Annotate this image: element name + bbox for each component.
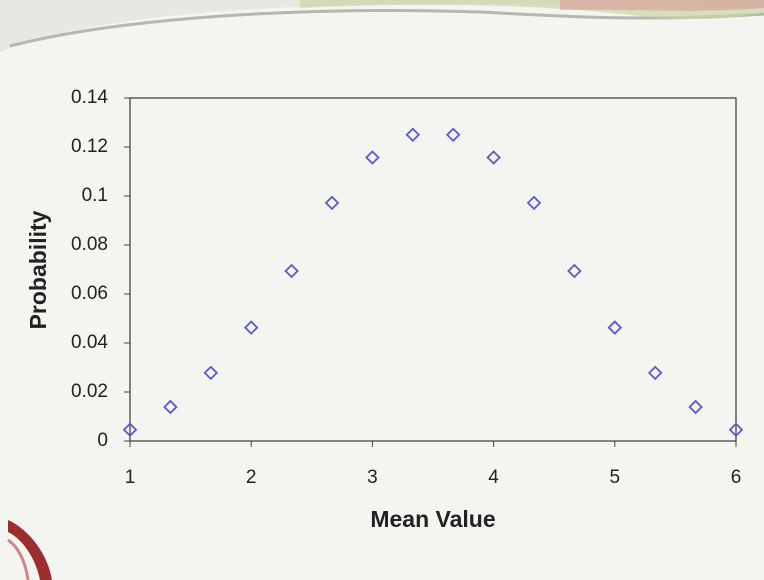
y-axis-title: Probability <box>25 210 51 329</box>
logo-fragment <box>8 520 52 580</box>
point <box>284 263 299 279</box>
point <box>243 320 259 335</box>
point <box>324 195 340 211</box>
x-tick-label: 5 <box>610 467 621 488</box>
point <box>526 195 542 211</box>
y-tick-label: 0.12 <box>71 136 108 157</box>
y-tick-label: 0.06 <box>71 283 108 304</box>
point <box>365 150 380 165</box>
decor-swoosh <box>9 9 764 48</box>
y-tick-label: 0.02 <box>71 381 108 402</box>
x-tick-label: 3 <box>367 467 378 488</box>
plot-frame <box>129 97 737 442</box>
point <box>486 150 501 165</box>
x-tick-label: 2 <box>246 467 257 488</box>
decor-band <box>0 0 764 52</box>
y-tick-label: 0.04 <box>71 332 108 353</box>
point <box>567 263 582 279</box>
x-tick-label: 4 <box>488 467 499 488</box>
point <box>163 399 178 415</box>
logo-fragment <box>7 538 30 580</box>
y-tick-label: 0.1 <box>82 185 108 206</box>
x-axis-title: Mean Value <box>370 506 495 532</box>
point <box>728 422 744 438</box>
point <box>445 127 461 143</box>
point <box>647 365 663 381</box>
y-tick-label: 0.08 <box>71 234 108 255</box>
x-tick-label: 6 <box>731 467 742 488</box>
x-tick-label: 1 <box>125 467 136 488</box>
point <box>203 365 219 381</box>
point <box>122 422 138 438</box>
decor-swoosh-red <box>560 0 764 11</box>
point <box>688 399 703 415</box>
y-tick-label: 0 <box>97 430 108 451</box>
y-tick-label: 0.14 <box>71 87 108 108</box>
point <box>607 320 623 335</box>
point <box>405 127 421 143</box>
